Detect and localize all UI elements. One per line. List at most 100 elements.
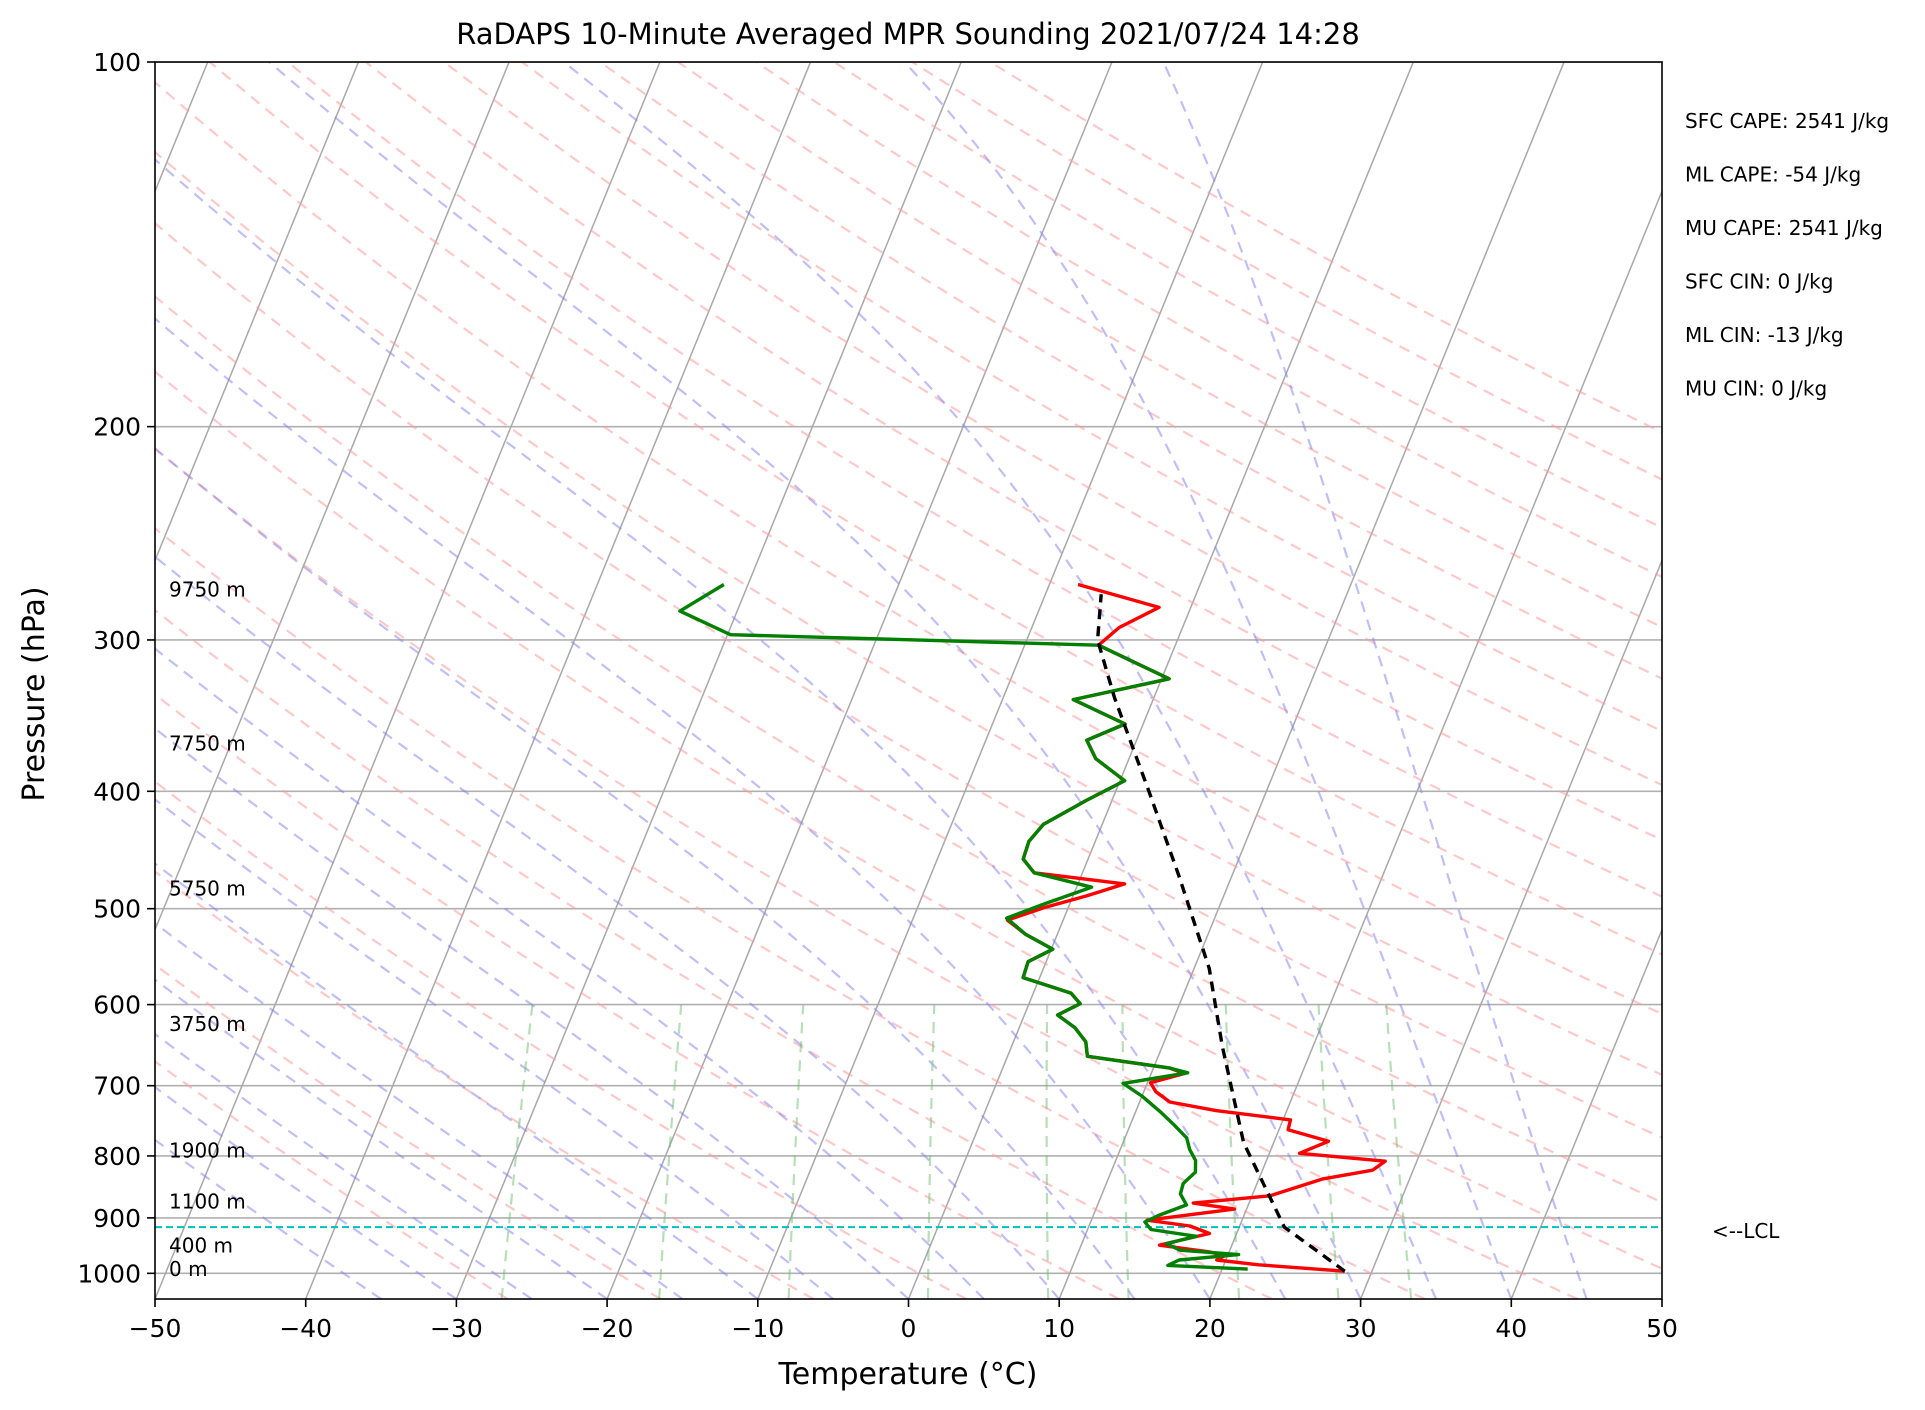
dry-adiabat xyxy=(155,150,1662,1077)
stability-index-text: SFC CIN: 0 J/kg xyxy=(1685,270,1833,294)
dry-adiabat xyxy=(599,62,1662,680)
dry-adiabat xyxy=(521,62,1662,733)
moist-adiabat xyxy=(155,158,1287,1299)
height-label: 5750 m xyxy=(169,876,246,900)
x-tick-label: −40 xyxy=(279,1314,332,1343)
y-tick-label: 500 xyxy=(93,895,141,924)
y-tick-label: 100 xyxy=(93,48,141,77)
moist-adiabat xyxy=(155,797,834,1299)
mixing-ratio-line xyxy=(1045,1004,1050,1299)
dewpoint-profile xyxy=(678,583,1248,1271)
moist-adiabat xyxy=(155,647,985,1299)
moist-adiabat xyxy=(155,1032,533,1299)
stability-index-text: SFC CAPE: 2541 J/kg xyxy=(1685,109,1889,133)
isotherm-line xyxy=(1359,558,1662,1299)
y-tick-label: 200 xyxy=(93,413,141,442)
dry-adiabat xyxy=(833,62,1662,529)
mixing-ratio-line xyxy=(658,1004,683,1299)
dry-adiabat xyxy=(155,693,1120,1299)
stability-index-text: MU CIN: 0 J/kg xyxy=(1685,377,1827,401)
isotherm-line xyxy=(1510,927,1662,1299)
moist-adiabat xyxy=(155,317,1211,1299)
moist-adiabat xyxy=(155,447,1136,1299)
height-label: 0 m xyxy=(169,1257,208,1281)
isotherm-line xyxy=(155,62,661,1299)
moist-adiabat xyxy=(903,62,1513,1299)
y-tick-label: 400 xyxy=(93,777,141,806)
moist-adiabat xyxy=(155,1085,458,1299)
dry-adiabat xyxy=(155,526,1426,1299)
dry-adiabat xyxy=(365,62,1662,842)
mixing-ratio-line xyxy=(1121,1004,1130,1299)
x-tick-label: 50 xyxy=(1646,1314,1678,1343)
axis-ticks: −50 −40 −30 −20 −10 0 10 20 30 40 50 100 200 300 400 50… xyxy=(77,48,1678,1343)
x-tick-label: −10 xyxy=(731,1314,784,1343)
dry-adiabat xyxy=(155,1060,509,1299)
x-tick-label: −20 xyxy=(581,1314,634,1343)
moist-adiabat xyxy=(155,862,759,1299)
isotherm-line xyxy=(1661,1297,1662,1299)
moist-adiabat xyxy=(563,62,1438,1299)
moist-adiabat xyxy=(155,555,1061,1299)
moist-adiabat xyxy=(1162,62,1588,1299)
dry-adiabat xyxy=(443,62,1662,787)
dry-adiabat xyxy=(208,62,1662,956)
y-tick-label: 600 xyxy=(93,991,141,1020)
plot-area: 9750 m 7750 m 5750 m 3750 m 1900 m 1100 m 400 … xyxy=(154,61,1780,1300)
isotherm-line xyxy=(305,62,812,1299)
y-tick-label: 800 xyxy=(93,1142,141,1171)
mixing-ratio-line xyxy=(787,1004,805,1299)
height-label: 7750 m xyxy=(169,732,246,756)
isotherm-line xyxy=(1058,62,1565,1299)
dry-adiabat xyxy=(677,62,1662,629)
mixing-ratio-line xyxy=(1317,1004,1340,1299)
x-tick-label: 0 xyxy=(901,1314,917,1343)
height-label: 3750 m xyxy=(169,1012,246,1036)
dry-adiabat xyxy=(755,62,1662,579)
x-tick-label: 30 xyxy=(1345,1314,1377,1343)
mixing-ratio-line xyxy=(1385,1004,1413,1299)
height-label: 1100 m xyxy=(169,1189,246,1213)
lcl-label: <--LCL xyxy=(1712,1219,1780,1243)
isotherm-line xyxy=(155,62,510,932)
stability-index-text: ML CIN: -13 J/kg xyxy=(1685,323,1844,347)
x-tick-label: 10 xyxy=(1043,1314,1075,1343)
dry-adiabat xyxy=(155,295,1662,1204)
stability-index-text: ML CAPE: -54 J/kg xyxy=(1685,163,1861,187)
dry-adiabat xyxy=(155,221,1662,1139)
chart-title: RaDAPS 10-Minute Averaged MPR Sounding 2… xyxy=(456,17,1360,51)
x-tick-label: −30 xyxy=(430,1314,483,1343)
moist-adiabat xyxy=(268,62,1362,1299)
isotherm-line xyxy=(455,62,962,1299)
stability-index-text: MU CAPE: 2541 J/kg xyxy=(1685,216,1883,240)
moist-adiabat xyxy=(155,978,608,1299)
height-label: 400 m xyxy=(169,1233,233,1257)
isotherm-line xyxy=(155,62,360,563)
dry-adiabat xyxy=(155,80,1662,1016)
mixing-ratio-line xyxy=(500,1004,534,1299)
mixing-ratio-line xyxy=(926,1004,936,1299)
y-tick-label: 1000 xyxy=(77,1259,141,1288)
plot-clip-group xyxy=(155,62,1662,1299)
height-label: 9750 m xyxy=(169,577,246,601)
stability-indices: SFC CAPE: 2541 J/kg ML CAPE: -54 J/kg MU C… xyxy=(1685,109,1889,401)
isotherm-line xyxy=(606,62,1113,1299)
moist-adiabat xyxy=(155,727,910,1299)
y-tick-label: 300 xyxy=(93,626,141,655)
x-tick-label: 20 xyxy=(1194,1314,1226,1343)
dry-adiabat xyxy=(155,370,1662,1270)
dry-adiabat xyxy=(989,62,1662,434)
height-label: 1900 m xyxy=(169,1138,246,1162)
y-tick-label: 900 xyxy=(93,1204,141,1233)
isotherm-line xyxy=(1209,189,1662,1299)
y-axis-label: Pressure (hPa) xyxy=(17,586,52,801)
dry-adiabat xyxy=(155,963,662,1299)
x-tick-label: −50 xyxy=(129,1314,182,1343)
parcel-profile xyxy=(1095,594,1346,1273)
dry-adiabat xyxy=(911,62,1662,481)
y-tick-label: 700 xyxy=(93,1072,141,1101)
dry-adiabat xyxy=(155,780,967,1299)
x-tick-label: 40 xyxy=(1495,1314,1527,1343)
